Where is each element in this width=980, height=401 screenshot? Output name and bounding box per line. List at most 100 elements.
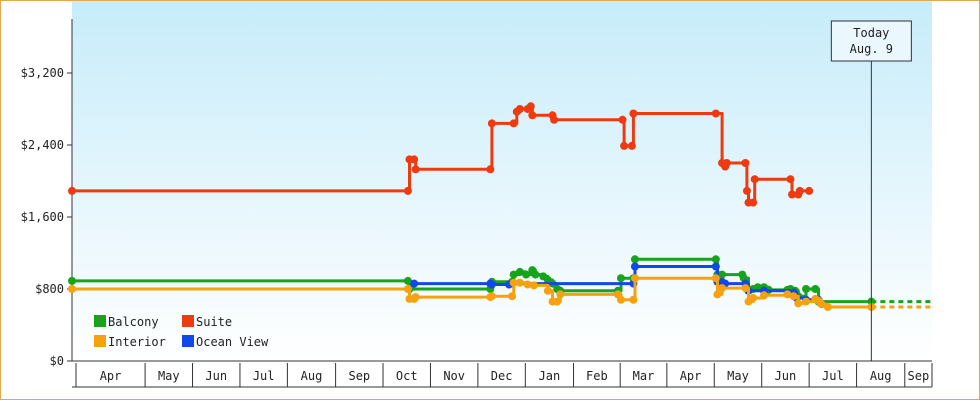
data-point: [742, 186, 751, 195]
data-point: [783, 290, 792, 299]
x-tick-label: Apr: [680, 369, 702, 383]
y-tick-label: $800: [35, 282, 64, 296]
data-point: [750, 175, 759, 184]
data-point: [410, 155, 419, 164]
data-point: [722, 159, 731, 167]
data-point: [749, 294, 758, 302]
x-axis: Apr May Jun Jul Aug Sep Oct Nov Dec Jan Feb Mar Apr M…: [72, 360, 933, 388]
data-point: [486, 165, 495, 174]
data-point: [508, 292, 517, 301]
legend-label: Interior: [108, 335, 166, 349]
data-point: [711, 255, 720, 264]
data-point: [487, 292, 496, 301]
data-point: [515, 267, 524, 276]
x-tick-label: Jun: [775, 369, 797, 383]
data-point: [556, 290, 565, 299]
legend-swatch: [182, 315, 194, 327]
data-point: [811, 285, 820, 293]
data-point: [487, 280, 496, 289]
data-point: [802, 297, 811, 306]
data-point: [630, 255, 639, 264]
data-point: [403, 285, 412, 293]
x-tick-label: May: [158, 369, 180, 383]
data-point: [802, 285, 811, 293]
data-point: [629, 109, 638, 118]
y-tick-label: $3,200: [21, 66, 64, 80]
data-point: [794, 299, 803, 308]
plot-area: [72, 1, 932, 361]
data-point: [411, 165, 420, 174]
data-point: [789, 292, 798, 301]
data-point: [550, 115, 559, 124]
data-point: [795, 186, 804, 195]
data-point: [718, 284, 727, 293]
legend-label: Suite: [196, 315, 232, 329]
x-tick-label: Feb: [586, 369, 608, 383]
data-point: [509, 278, 518, 287]
x-tick-label: Mar: [633, 369, 655, 383]
today-date: Aug. 9: [850, 42, 893, 56]
data-point: [509, 119, 518, 128]
x-tick-label: Sep: [348, 369, 370, 383]
data-point: [817, 300, 826, 309]
data-point: [753, 283, 762, 292]
legend-swatch: [182, 335, 194, 347]
legend: Balcony Suite Interior Ocean View: [94, 315, 269, 349]
data-point: [629, 295, 638, 304]
data-point: [741, 284, 750, 293]
x-tick-label: May: [727, 369, 749, 383]
x-tick-label: Aug: [870, 369, 892, 383]
data-point: [553, 297, 562, 306]
data-point: [713, 290, 722, 299]
data-point: [68, 186, 76, 195]
data-point: [487, 119, 496, 128]
legend-swatch: [94, 335, 106, 347]
legend-label: Ocean View: [196, 335, 269, 349]
series-interior: [68, 274, 932, 311]
y-tick-label: $0: [50, 354, 64, 368]
legend-swatch: [94, 315, 106, 327]
data-point: [627, 141, 636, 150]
data-point: [68, 285, 76, 293]
x-tick-label: Jul: [822, 369, 844, 383]
data-point: [788, 190, 797, 199]
data-point: [403, 186, 412, 195]
data-point: [616, 295, 625, 304]
x-tick-label: Jun: [205, 369, 227, 383]
data-point: [711, 262, 720, 271]
data-point: [526, 102, 535, 111]
series-suite: [68, 102, 814, 207]
x-tick-label: Jul: [253, 369, 275, 383]
data-point: [410, 279, 419, 288]
data-point: [616, 274, 625, 283]
data-point: [786, 175, 795, 184]
x-tick-label: Dec: [491, 369, 513, 383]
data-point: [620, 141, 629, 150]
today-box: [830, 20, 912, 62]
data-point: [531, 270, 540, 279]
today-label: Today: [853, 26, 889, 40]
data-point: [529, 281, 538, 290]
x-tick-label: Oct: [396, 369, 418, 383]
data-point: [823, 303, 832, 311]
data-point: [522, 270, 531, 279]
data-point: [711, 274, 720, 283]
x-tick-label: Nov: [443, 369, 465, 383]
today-marker: Today Aug. 9: [830, 20, 912, 361]
x-tick-label: Apr: [100, 369, 122, 383]
legend-label: Balcony: [108, 315, 159, 329]
data-point: [528, 111, 537, 120]
data-point: [718, 270, 727, 279]
data-point: [805, 186, 814, 195]
y-tick-label: $1,600: [21, 210, 64, 224]
data-point: [515, 105, 524, 113]
data-point: [741, 159, 750, 167]
x-tick-label: Aug: [301, 369, 323, 383]
data-point: [630, 274, 639, 283]
data-point: [509, 270, 518, 279]
data-point: [68, 276, 76, 285]
x-tick-label: Jan: [539, 369, 561, 383]
data-point: [749, 198, 758, 207]
data-point: [403, 276, 412, 285]
